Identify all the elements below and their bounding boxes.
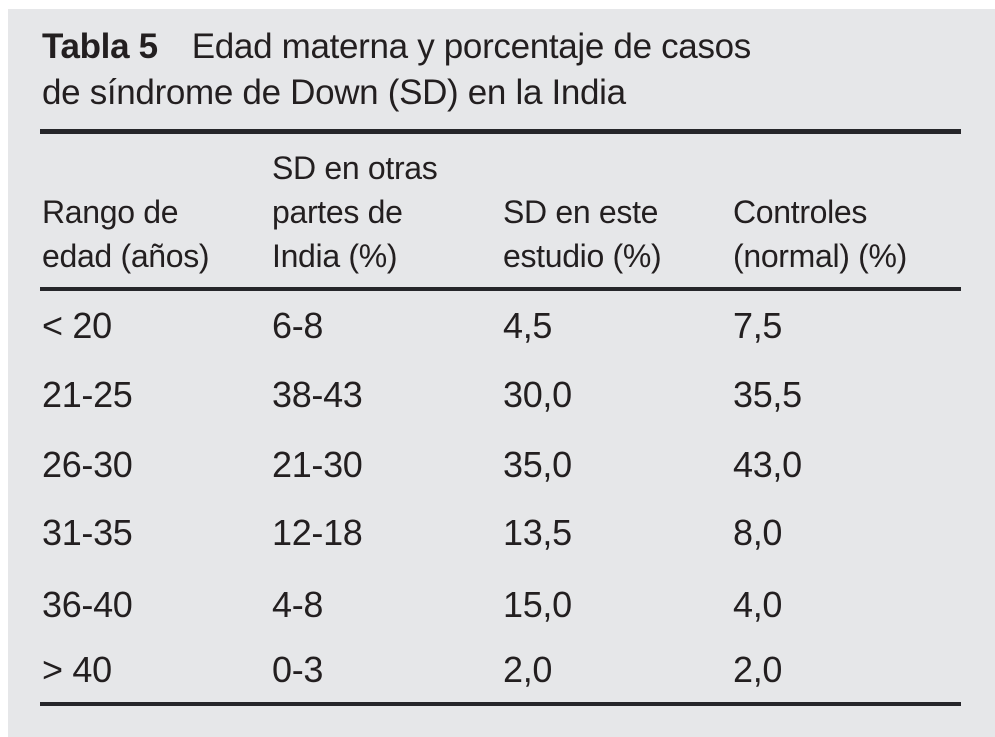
table-cell-sd-india: 38-43: [272, 374, 363, 415]
table-cell-sd-study: 13,5: [503, 512, 572, 553]
table-cell-age-range: 31-35: [42, 512, 133, 553]
table-cell-age-range: > 40: [42, 649, 112, 690]
table-caption-line1: Edad materna y porcentaje de casos: [191, 27, 752, 66]
table-row: > 40 0-3 2,0 2,0: [42, 650, 961, 690]
table-cell-controls: 2,0: [733, 649, 783, 690]
table-title: Tabla 5 Edad materna y porcentaje de caso…: [42, 24, 942, 116]
table-cell-sd-india: 0-3: [272, 649, 324, 690]
table-row: 31-35 12-18 13,5 8,0: [42, 513, 961, 553]
header-line: estudio (%): [503, 238, 662, 274]
table-cell-controls: 4,0: [733, 584, 783, 625]
table-cell-sd-india: 6-8: [272, 305, 324, 346]
rule-bottom: [40, 702, 961, 706]
table-cell-age-range: 26-30: [42, 444, 133, 485]
table-header-row: Rango de edad (años) SD en otras partes …: [42, 140, 961, 278]
header-line: (normal) (%): [733, 238, 907, 274]
column-header-rango-de-edad: Rango de edad (años): [42, 190, 272, 278]
header-line: Rango de: [42, 194, 179, 230]
table-cell-sd-study: 2,0: [503, 649, 553, 690]
table-row: < 20 6-8 4,5 7,5: [42, 306, 961, 346]
header-line: partes de: [272, 194, 403, 230]
table-cell-age-range: 36-40: [42, 584, 133, 625]
column-header-sd-otras-partes: SD en otras partes de India (%): [272, 146, 503, 278]
table-cell-controls: 35,5: [733, 374, 802, 415]
table-cell-age-range: < 20: [42, 305, 112, 346]
table-cell-sd-study: 4,5: [503, 305, 553, 346]
table-row: 26-30 21-30 35,0 43,0: [42, 445, 961, 485]
table-title-line1: Tabla 5 Edad materna y porcentaje de caso…: [42, 24, 942, 70]
table-caption-line2: de síndrome de Down (SD) en la India: [42, 73, 626, 112]
header-line: Controles: [733, 194, 868, 230]
table-panel-background: [8, 9, 995, 737]
table-row: 36-40 4-8 15,0 4,0: [42, 585, 961, 625]
header-line: SD en otras: [272, 150, 438, 186]
table-cell-age-range: 21-25: [42, 374, 133, 415]
table-cell-sd-india: 21-30: [272, 444, 363, 485]
table-cell-sd-study: 35,0: [503, 444, 572, 485]
column-header-controles: Controles (normal) (%): [733, 190, 961, 278]
column-header-sd-este-estudio: SD en este estudio (%): [503, 190, 733, 278]
header-line: SD en este: [503, 194, 659, 230]
table-cell-controls: 43,0: [733, 444, 802, 485]
header-line: edad (años): [42, 238, 210, 274]
rule-top: [40, 129, 961, 134]
table-cell-sd-india: 4-8: [272, 584, 324, 625]
table-cell-sd-study: 15,0: [503, 584, 572, 625]
table-number-label: Tabla 5: [42, 27, 158, 66]
rule-header-separator: [40, 287, 961, 291]
header-line: India (%): [272, 238, 398, 274]
table-cell-sd-study: 30,0: [503, 374, 572, 415]
table-cell-controls: 8,0: [733, 512, 783, 553]
table-cell-controls: 7,5: [733, 305, 783, 346]
table-cell-sd-india: 12-18: [272, 512, 363, 553]
table-row: 21-25 38-43 30,0 35,5: [42, 375, 961, 415]
